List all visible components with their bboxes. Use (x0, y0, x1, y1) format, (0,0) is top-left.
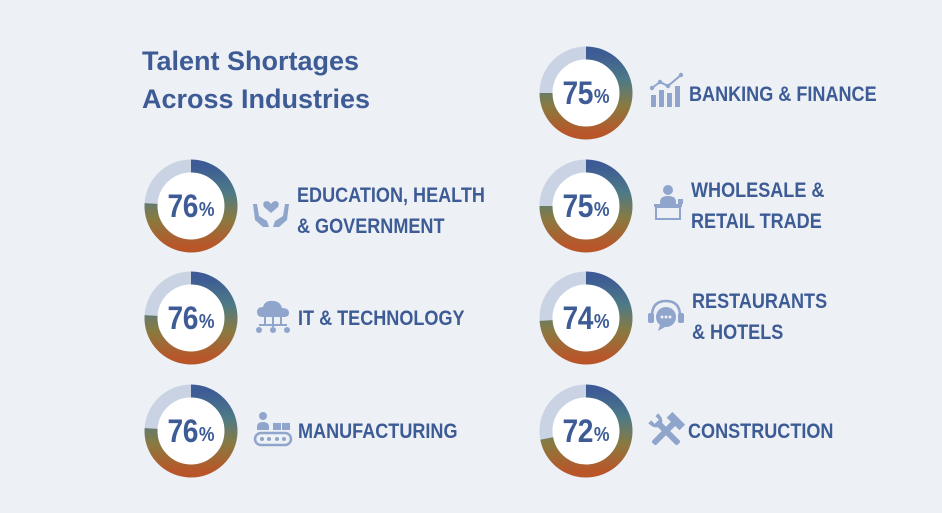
percent-sign: % (593, 310, 610, 333)
industry-item-wholesale: 75% WHOLESALE & RETAIL TRADE (538, 158, 938, 258)
percent-restaurants: 74% (544, 270, 628, 366)
value-label-construction: 72 (562, 412, 594, 449)
industry-item-manufacturing: 76% MANUFACTURING (143, 383, 543, 483)
label-construction: CONSTRUCTION (688, 416, 833, 447)
hands-heart-icon (253, 201, 289, 227)
donut-center-banking (552, 59, 620, 127)
chart-title: Talent Shortages Across Industries (142, 42, 370, 118)
label-education-line-2: & GOVERNMENT (297, 215, 445, 238)
donut-arc-restaurants (539, 271, 633, 365)
percent-sign: % (593, 85, 610, 108)
percent-manufacturing: 76% (149, 383, 233, 479)
chart-growth-icon (649, 72, 684, 107)
percent-sign: % (593, 423, 610, 446)
percent-sign: % (198, 423, 215, 446)
shop-counter-icon (654, 185, 683, 220)
donut-construction (539, 384, 633, 478)
value-label-restaurants: 74 (562, 299, 594, 336)
percent-sign: % (198, 310, 215, 333)
donut-manufacturing (144, 384, 238, 478)
industry-item-restaurants: 74% RESTAURANTS & HOTELS (538, 270, 938, 370)
value-label-wholesale: 75 (562, 187, 594, 224)
label-manufacturing-line-1: MANUFACTURING (298, 420, 458, 443)
donut-center-education (157, 172, 225, 240)
label-wholesale-line-1: WHOLESALE & (691, 179, 825, 202)
donut-it (144, 271, 238, 365)
industry-item-construction: 72% CONSTRUCTION (538, 383, 938, 483)
wrench-hammer-icon (648, 411, 686, 446)
donut-education (144, 159, 238, 253)
donut-center-construction (552, 397, 620, 465)
percent-construction: 72% (544, 383, 628, 479)
donut-arc-wholesale (539, 159, 633, 253)
label-construction-line-1: CONSTRUCTION (688, 420, 834, 443)
label-wholesale: WHOLESALE & RETAIL TRADE (691, 175, 824, 237)
percent-it: 76% (149, 270, 233, 366)
donut-center-restaurants (552, 284, 620, 352)
value-label-it: 76 (167, 299, 199, 336)
donut-center-wholesale (552, 172, 620, 240)
donut-restaurants (539, 271, 633, 365)
chart-title-line-1: Talent Shortages (142, 46, 360, 76)
label-banking: BANKING & FINANCE (689, 79, 877, 110)
donut-center-it (157, 284, 225, 352)
donut-arc-it (144, 271, 238, 365)
donut-arc-construction (540, 384, 633, 478)
label-wholesale-line-2: RETAIL TRADE (691, 210, 822, 233)
support-chat-icon (648, 299, 684, 331)
value-label-banking: 75 (562, 74, 594, 111)
value-label-education: 76 (167, 187, 199, 224)
donut-arc-education (144, 159, 238, 253)
donut-banking (539, 46, 633, 140)
donut-wholesale (539, 159, 633, 253)
label-education-line-1: EDUCATION, HEALTH (297, 184, 485, 207)
label-banking-line-1: BANKING & FINANCE (689, 83, 877, 106)
chart-title-line-2: Across Industries (142, 84, 371, 114)
value-label-manufacturing: 76 (167, 412, 199, 449)
percent-banking: 75% (544, 45, 628, 141)
label-restaurants: RESTAURANTS & HOTELS (692, 286, 827, 348)
industry-item-banking: 75% BANKING & FINANCE (538, 45, 938, 145)
label-it-line-1: IT & TECHNOLOGY (298, 307, 465, 330)
percent-education: 76% (149, 158, 233, 254)
percent-wholesale: 75% (544, 158, 628, 254)
percent-sign: % (593, 198, 610, 221)
label-restaurants-line-2: & HOTELS (692, 321, 784, 344)
label-manufacturing: MANUFACTURING (298, 416, 458, 447)
label-it: IT & TECHNOLOGY (298, 303, 465, 334)
label-education: EDUCATION, HEALTH & GOVERNMENT (297, 180, 485, 242)
industry-item-it: 76% IT & TECHNOLOGY (143, 270, 543, 370)
label-restaurants-line-1: RESTAURANTS (692, 290, 828, 313)
percent-sign: % (198, 198, 215, 221)
conveyor-worker-icon (253, 412, 293, 447)
donut-arc-banking (539, 46, 633, 140)
donut-center-manufacturing (157, 397, 225, 465)
cloud-network-icon (256, 300, 290, 333)
industry-item-education: 76% EDUCATION, HEALTH & GOVERNMENT (143, 158, 543, 258)
donut-arc-manufacturing (144, 384, 238, 478)
